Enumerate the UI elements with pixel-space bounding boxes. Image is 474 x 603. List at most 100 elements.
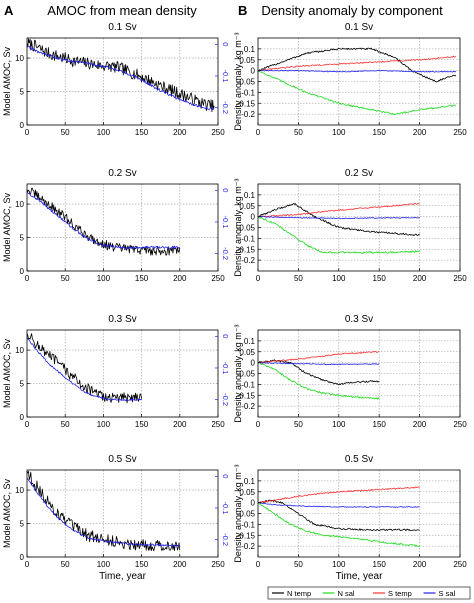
y2-tick-label: -0.1 bbox=[221, 69, 230, 82]
x-tick-label: 100 bbox=[332, 560, 346, 569]
legend-box bbox=[267, 586, 471, 600]
y-tick-label: 0 bbox=[251, 213, 256, 222]
x-tick-label: 100 bbox=[97, 420, 111, 429]
series-group bbox=[27, 470, 181, 552]
y2-tick-label: -0.1 bbox=[221, 501, 230, 514]
y-tick-label: -0.1 bbox=[241, 88, 255, 97]
y-tick-label: -0.05 bbox=[237, 370, 256, 379]
y-tick-label: 0.05 bbox=[239, 348, 255, 357]
y-axis-label: Model AMOC, Sv bbox=[2, 192, 12, 262]
y2-tick-label: 0 bbox=[221, 334, 230, 338]
y2-tick-label: 0 bbox=[221, 474, 230, 478]
y-tick-label: -0.2 bbox=[241, 110, 255, 119]
x-tick-label: 250 bbox=[211, 560, 225, 569]
chart-title: 0.3 Sv bbox=[108, 314, 136, 325]
series-group bbox=[27, 187, 181, 256]
y-tick-label: 5 bbox=[20, 520, 25, 529]
y-tick-label: -0.1 bbox=[241, 520, 255, 529]
series-line-s-sal bbox=[258, 215, 420, 220]
y-tick-label: 0.1 bbox=[244, 45, 256, 54]
x-tick-label: 150 bbox=[373, 274, 387, 283]
y-axis-label: Density anomaly, kg m⁻³ bbox=[233, 178, 243, 276]
chart-b-2: 0.2 Sv 0 50 100 150 200 250 0.1 0.05 0 -0.05-0.1 -0… bbox=[233, 168, 467, 283]
y-tick-label: -0.05 bbox=[237, 510, 256, 519]
x-tick-label: 100 bbox=[97, 128, 111, 137]
series-line-s-temp bbox=[258, 350, 380, 364]
y-tick-label: 0 bbox=[20, 267, 25, 276]
x-tick-label: 100 bbox=[332, 128, 346, 137]
y2-tick-label: -0.1 bbox=[221, 361, 230, 374]
x-tick-label: 200 bbox=[173, 274, 187, 283]
legend-item-s-sal: S sal bbox=[423, 589, 456, 598]
series-line-right-axis bbox=[27, 337, 142, 401]
y-axis-label: Model AMOC, Sv bbox=[2, 46, 12, 116]
panel-b-header: B Density anomaly by component bbox=[238, 3, 443, 18]
y-tick-label: 10 bbox=[15, 486, 24, 495]
series-line-right-axis bbox=[27, 45, 215, 111]
y-tick-label: 5 bbox=[20, 380, 25, 389]
chart-a-2: 0.2 Sv0 50 100 150 200 25005100-0.1-0.2Model … bbox=[2, 168, 230, 283]
axes-frame bbox=[26, 37, 219, 126]
series-line-n-sal bbox=[258, 70, 457, 116]
x-tick-label: 50 bbox=[294, 274, 303, 283]
chart-a-1: 0.1 Sv0 50 100 150 200 25005100-0.1-0.2Model … bbox=[2, 22, 230, 137]
chart-title: 0.2 Sv bbox=[108, 168, 136, 179]
y2-tick-label: -0.1 bbox=[221, 215, 230, 228]
y-axis-label: Density anomaly, kg m⁻³ bbox=[233, 464, 243, 562]
x-tick-label: 50 bbox=[61, 420, 70, 429]
x-tick-label: 250 bbox=[211, 128, 225, 137]
legend-label: S temp bbox=[388, 589, 412, 598]
chart-title: 0.2 Sv bbox=[345, 168, 373, 179]
y-tick-label: -0.15 bbox=[237, 391, 256, 400]
y-tick-label: 0.05 bbox=[239, 56, 255, 65]
y-tick-label: 5 bbox=[20, 234, 25, 243]
series-line-s-temp bbox=[258, 203, 420, 218]
y-tick-label: 0.1 bbox=[244, 477, 256, 486]
chart-a-4: 0.5 Sv0 50 100 150 200 25005100-0.1-0.2Model … bbox=[2, 454, 230, 582]
series-line-n-sal bbox=[258, 362, 380, 400]
series-group bbox=[258, 486, 420, 547]
x-tick-label: 50 bbox=[61, 128, 70, 137]
y-tick-label: -0.1 bbox=[241, 380, 255, 389]
y-tick-label: 0 bbox=[251, 67, 256, 76]
x-tick-label: 250 bbox=[211, 274, 225, 283]
x-tick-label: 200 bbox=[413, 274, 427, 283]
x-axis-label: Time, year bbox=[99, 571, 147, 582]
legend-item-n-sal: N sal bbox=[322, 589, 355, 598]
legend-label: N temp bbox=[287, 589, 311, 598]
series-group bbox=[258, 202, 420, 254]
series-line-n-sal bbox=[258, 502, 420, 547]
x-tick-label: 0 bbox=[25, 128, 30, 137]
y2-tick-label: -0.2 bbox=[221, 247, 230, 260]
panel-a-letter: A bbox=[4, 3, 14, 18]
x-tick-label: 250 bbox=[453, 274, 467, 283]
y-axis-label: Density anomaly, kg m⁻³ bbox=[233, 324, 243, 422]
y-tick-label: 0 bbox=[20, 121, 25, 130]
x-tick-label: 0 bbox=[256, 274, 261, 283]
x-tick-label: 0 bbox=[25, 420, 30, 429]
y-tick-label: 0.05 bbox=[239, 202, 255, 211]
x-tick-label: 200 bbox=[173, 560, 187, 569]
x-tick-label: 150 bbox=[135, 128, 149, 137]
series-line-n-temp bbox=[258, 359, 380, 386]
axes-frame bbox=[26, 329, 219, 418]
y-tick-label: -0.15 bbox=[237, 531, 256, 540]
x-tick-label: 100 bbox=[97, 274, 111, 283]
x-tick-label: 50 bbox=[294, 128, 303, 137]
x-tick-label: 50 bbox=[61, 560, 70, 569]
x-tick-label: 0 bbox=[256, 128, 261, 137]
legend-label: N sal bbox=[338, 589, 355, 598]
panel-a-title: AMOC from mean density bbox=[47, 3, 197, 18]
series-line-n-temp bbox=[258, 47, 457, 83]
x-tick-label: 50 bbox=[294, 420, 303, 429]
panel-a-header: A AMOC from mean density bbox=[4, 3, 197, 18]
panel-b-title: Density anomaly by component bbox=[261, 3, 443, 18]
x-tick-label: 150 bbox=[135, 420, 149, 429]
series-line-s-temp bbox=[258, 55, 457, 72]
chart-title: 0.1 Sv bbox=[345, 22, 373, 33]
y2-tick-label: 0 bbox=[221, 188, 230, 192]
x-tick-label: 0 bbox=[25, 274, 30, 283]
x-tick-label: 150 bbox=[373, 420, 387, 429]
series-line-left-axis bbox=[27, 187, 181, 256]
